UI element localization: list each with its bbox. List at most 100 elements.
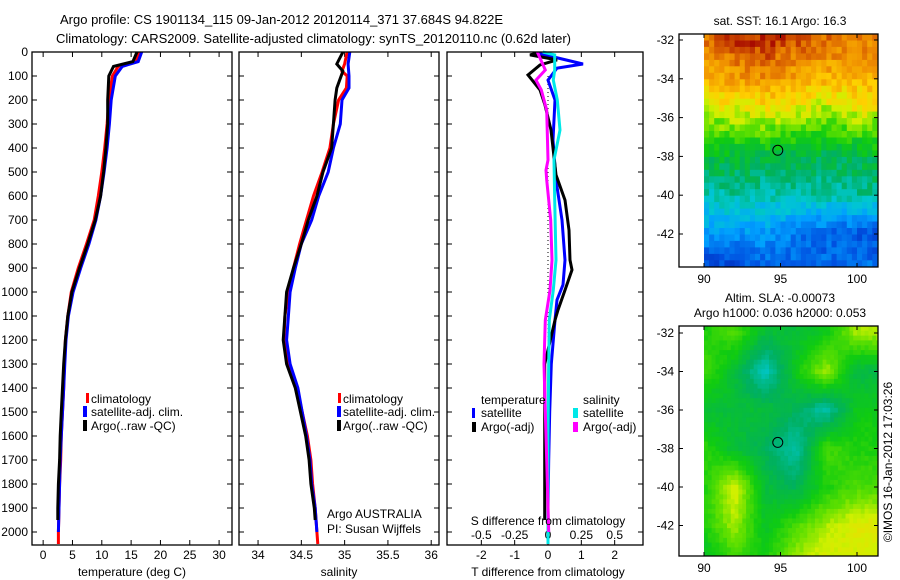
map-cell xyxy=(738,446,743,452)
map-cell xyxy=(862,228,868,235)
map-cell xyxy=(769,552,774,557)
map-cell xyxy=(826,46,832,54)
map-cell xyxy=(749,388,755,394)
map-cell xyxy=(775,176,781,184)
map-cell xyxy=(876,340,879,346)
map-cell xyxy=(784,403,789,409)
map-cell xyxy=(814,374,820,380)
map-cell xyxy=(744,105,751,112)
map-cell xyxy=(765,40,771,48)
map-cell xyxy=(821,40,827,48)
map-cell xyxy=(784,484,789,490)
map-cell xyxy=(803,523,808,529)
map-cell xyxy=(849,523,854,529)
map-cell xyxy=(837,374,843,380)
map-cell xyxy=(872,176,878,184)
map-cell xyxy=(845,350,850,356)
map-cell xyxy=(780,547,785,553)
map-cell xyxy=(729,150,735,158)
map-cell xyxy=(761,528,766,534)
map-cell xyxy=(757,542,762,548)
map-cell xyxy=(744,163,751,171)
map-cell xyxy=(757,326,762,332)
legend-swatch-satellite xyxy=(83,406,87,417)
map-cell xyxy=(746,518,751,524)
map-cell xyxy=(772,460,778,466)
map-cell xyxy=(814,350,820,356)
map-cell xyxy=(769,480,774,486)
map-cell xyxy=(830,489,835,495)
map-cell xyxy=(872,547,877,553)
map-cell xyxy=(749,499,755,505)
map-cell xyxy=(738,441,743,447)
map-cell xyxy=(709,208,715,216)
map-cell xyxy=(800,137,807,145)
map-cell xyxy=(739,234,746,242)
map-cell xyxy=(836,98,843,106)
map-cell xyxy=(799,475,804,481)
map-cell xyxy=(834,470,839,476)
map-cell xyxy=(723,508,728,515)
map-cell xyxy=(784,455,789,462)
map-cell xyxy=(734,489,739,495)
map-cell xyxy=(765,354,770,361)
map-cell xyxy=(738,383,743,389)
map-cell xyxy=(872,34,878,41)
map-cell xyxy=(719,124,725,132)
map-cell xyxy=(795,234,802,242)
map-cell xyxy=(795,465,800,471)
map-cell xyxy=(867,240,873,248)
map-cell xyxy=(792,407,797,413)
map-cell xyxy=(845,340,850,346)
map-cell xyxy=(841,253,848,261)
map-cell xyxy=(724,234,730,242)
map-cell xyxy=(807,470,812,476)
map-cell xyxy=(790,221,797,229)
map-cell xyxy=(749,240,756,248)
map-cell xyxy=(841,195,848,203)
map-cell xyxy=(755,124,761,132)
map-cell xyxy=(760,118,766,125)
map-cell xyxy=(780,374,785,380)
map-cell xyxy=(776,326,781,332)
map-cell xyxy=(860,489,865,495)
map-cell xyxy=(765,422,770,428)
map-cell xyxy=(821,79,827,87)
map-cell xyxy=(790,53,797,61)
map-cell xyxy=(868,523,873,529)
map-cell xyxy=(851,85,858,93)
map-cell xyxy=(729,85,735,93)
map-cell xyxy=(836,131,843,138)
x-tick-label: 0 xyxy=(40,548,47,562)
map-cell xyxy=(780,85,786,93)
map-cell xyxy=(709,98,715,106)
map-cell xyxy=(841,350,846,356)
map-cell xyxy=(704,374,709,380)
map-cell xyxy=(867,143,873,151)
map-cell xyxy=(803,330,808,336)
map-cell xyxy=(816,59,822,67)
map-cell xyxy=(800,240,807,248)
map-cell xyxy=(834,398,839,404)
map-cell xyxy=(853,374,858,380)
map-cell xyxy=(830,542,835,548)
map-cell xyxy=(853,412,858,418)
map-cell xyxy=(845,388,850,394)
map-cell xyxy=(868,354,873,361)
map-cell xyxy=(836,169,843,177)
map-cell xyxy=(803,412,808,418)
map-cell xyxy=(772,451,778,457)
map-cell xyxy=(851,234,858,242)
map-cell xyxy=(761,354,766,361)
map-cell xyxy=(769,335,774,341)
map-cell xyxy=(811,504,816,510)
map-cell xyxy=(826,34,832,41)
map-cell xyxy=(795,460,800,466)
map-cell xyxy=(739,72,746,80)
map-cell xyxy=(780,53,786,61)
map-cell xyxy=(872,169,878,177)
map-cell xyxy=(851,156,858,164)
map-cell xyxy=(776,398,781,404)
map-cell xyxy=(836,53,843,61)
